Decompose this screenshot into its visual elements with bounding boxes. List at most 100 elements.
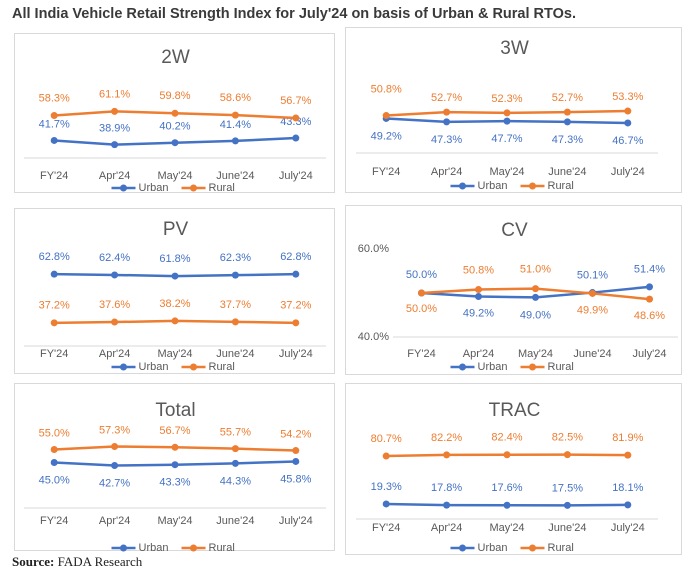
data-label-urban: 62.4% (99, 252, 130, 264)
data-label-urban: 49.0% (520, 309, 551, 321)
chart-panel-3w: 3W FY'24 Apr'24 May'24 June'24 July'24 49.2% 47… (345, 27, 682, 193)
legend-label-urban: Urban (478, 180, 508, 192)
chart-panel-pv: PV FY'24 Apr'24 May'24 June'24 July'24 62.8% 62… (14, 208, 335, 374)
data-label-urban: 47.7% (491, 133, 522, 145)
data-label-urban: 49.2% (371, 130, 402, 142)
data-point-rural (646, 295, 653, 303)
data-point-urban (50, 459, 58, 466)
data-point-rural (503, 109, 511, 117)
data-label-urban: 41.7% (39, 118, 70, 130)
legend-label-urban: Urban (139, 542, 169, 554)
data-label-rural: 58.3% (39, 92, 70, 104)
legend-marker (529, 182, 536, 190)
data-label-rural: 82.5% (552, 432, 583, 444)
data-label-urban: 41.4% (220, 119, 251, 131)
data-label-rural: 80.7% (371, 433, 402, 445)
data-point-urban (50, 270, 58, 278)
legend-label-urban: Urban (139, 361, 169, 373)
legend-marker (459, 363, 466, 371)
data-label-urban: 19.3% (371, 481, 402, 493)
data-point-urban (624, 501, 632, 509)
data-label-urban: 17.6% (491, 482, 522, 494)
chart-title: TRAC (489, 400, 541, 421)
data-label-rural: 50.8% (371, 83, 402, 95)
data-point-urban (292, 134, 300, 142)
x-tick-label: July'24 (279, 348, 313, 360)
data-point-urban (503, 501, 511, 509)
data-label-rural: 59.8% (159, 90, 190, 102)
x-tick-label: Apr'24 (463, 348, 494, 360)
data-point-urban (231, 271, 239, 279)
x-tick-label: June'24 (216, 170, 254, 182)
data-point-urban (50, 136, 58, 144)
data-point-urban (231, 137, 239, 145)
data-label-rural: 51.0% (520, 264, 551, 276)
chart-title: 3W (500, 38, 529, 59)
data-point-urban (475, 293, 482, 301)
data-label-rural: 37.7% (220, 299, 251, 311)
data-label-rural: 82.2% (431, 432, 462, 444)
data-point-rural (382, 112, 390, 120)
x-tick-label: June'24 (548, 522, 586, 534)
chart-title: Total (155, 400, 195, 421)
data-point-rural (111, 443, 119, 451)
data-label-urban: 62.8% (39, 251, 70, 263)
data-point-rural (171, 443, 179, 451)
data-label-rural: 37.2% (39, 300, 70, 312)
data-label-rural: 52.7% (552, 92, 583, 104)
data-label-rural: 38.2% (159, 298, 190, 310)
data-point-urban (443, 501, 451, 509)
data-label-urban: 38.9% (99, 123, 130, 135)
data-point-rural (443, 108, 451, 116)
data-label-rural: 50.8% (463, 264, 494, 276)
x-tick-label: Apr'24 (431, 166, 462, 178)
x-tick-label: FY'24 (40, 348, 68, 360)
legend-label-rural: Rural (548, 542, 574, 554)
x-tick-label: Apr'24 (99, 515, 130, 527)
data-label-urban: 17.5% (552, 482, 583, 494)
data-point-rural (563, 108, 571, 116)
data-label-rural: 54.2% (280, 428, 311, 440)
legend-label-rural: Rural (209, 361, 235, 373)
data-point-urban (111, 141, 119, 149)
x-tick-label: July'24 (633, 348, 667, 360)
data-label-urban: 47.3% (552, 134, 583, 146)
data-point-rural (532, 285, 539, 293)
data-point-rural (231, 445, 239, 453)
x-tick-label: June'24 (216, 515, 254, 527)
data-point-rural (111, 107, 119, 115)
chart-2w: 2W FY'24 Apr'24 May'24 June'24 July'24 41.7% 38… (24, 47, 326, 194)
data-point-urban (532, 293, 539, 301)
y-tick-label: 60.0% (358, 243, 389, 255)
main-title: All India Vehicle Retail Strength Index … (12, 6, 576, 22)
chart-trac: TRAC FY'24 Apr'24 May'24 June'24 July'24 19.3%… (356, 400, 658, 554)
data-label-urban: 18.1% (612, 482, 643, 494)
data-point-urban (111, 271, 119, 279)
data-label-rural: 37.6% (99, 299, 130, 311)
data-point-rural (563, 451, 571, 459)
data-point-rural (624, 107, 632, 115)
data-point-rural (50, 112, 58, 120)
data-point-urban (503, 117, 511, 125)
x-tick-label: May'24 (157, 348, 192, 360)
legend-label-rural: Rural (548, 361, 574, 373)
data-point-rural (418, 289, 425, 297)
data-point-urban (231, 459, 239, 467)
x-tick-label: Apr'24 (99, 348, 130, 360)
legend-marker (120, 184, 127, 192)
legend-marker (190, 544, 197, 552)
data-label-urban: 17.8% (431, 482, 462, 494)
data-point-urban (171, 461, 179, 469)
legend-label-rural: Rural (548, 180, 574, 192)
data-point-rural (171, 317, 179, 325)
legend-marker (529, 363, 536, 371)
data-point-urban (563, 501, 571, 509)
x-tick-label: June'24 (548, 166, 586, 178)
x-tick-label: Apr'24 (431, 522, 462, 534)
data-point-urban (563, 118, 571, 126)
data-point-rural (624, 451, 632, 459)
data-point-rural (475, 285, 482, 293)
data-label-urban: 43.3% (159, 477, 190, 489)
data-label-urban: 49.2% (463, 307, 494, 319)
data-label-rural: 56.7% (159, 425, 190, 437)
